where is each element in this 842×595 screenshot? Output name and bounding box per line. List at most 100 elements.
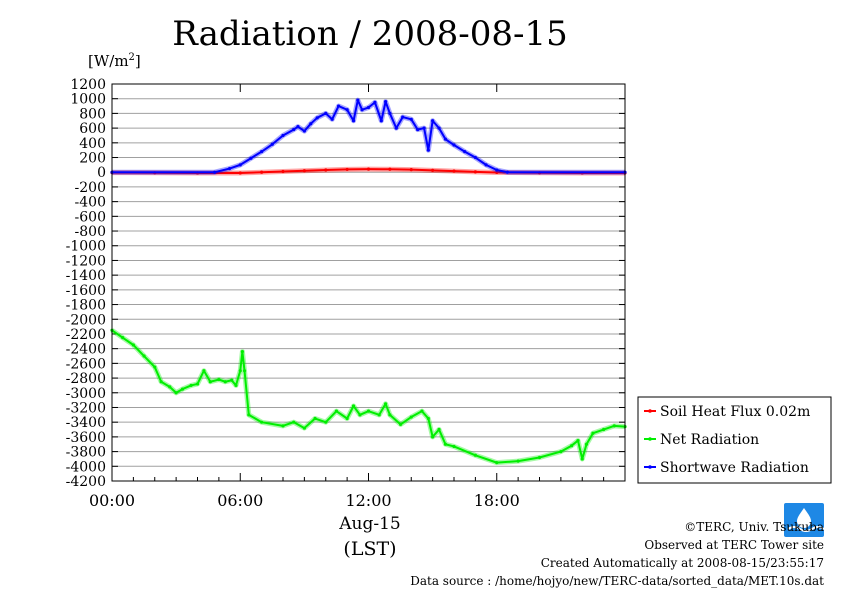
data-point — [437, 126, 441, 130]
data-point — [495, 461, 499, 465]
data-point — [230, 378, 234, 382]
data-point — [296, 125, 300, 129]
legend-box — [637, 396, 832, 484]
data-point — [159, 380, 163, 384]
data-point — [426, 148, 430, 152]
data-point — [356, 98, 360, 102]
logo-wave-shape — [787, 526, 824, 532]
data-point — [473, 155, 477, 160]
data-point — [260, 150, 264, 154]
data-point — [330, 117, 334, 121]
footer-observed: Observed at TERC Tower site — [644, 538, 824, 552]
data-point — [324, 111, 328, 116]
data-point — [302, 169, 306, 173]
y-axis-unit-exponent: 2 — [128, 52, 135, 63]
data-point — [443, 442, 448, 446]
data-point — [180, 387, 185, 391]
data-point — [345, 167, 349, 172]
data-point — [249, 156, 253, 160]
data-point — [238, 171, 242, 175]
data-point — [234, 383, 238, 388]
y-tick-label: -800 — [75, 224, 106, 240]
data-point — [309, 122, 313, 126]
data-point — [388, 111, 392, 116]
data-point — [437, 427, 441, 432]
plot-frame — [111, 83, 626, 482]
data-point — [452, 444, 456, 449]
data-point — [208, 380, 212, 384]
data-point — [416, 127, 420, 132]
data-point — [584, 442, 589, 446]
data-point — [495, 170, 499, 175]
series-line-1 — [111, 329, 626, 464]
data-point — [576, 438, 580, 443]
y-tick-label: 0 — [97, 165, 106, 181]
data-point — [484, 163, 488, 167]
series-line-2 — [112, 99, 625, 174]
data-point — [313, 416, 317, 421]
y-tick-labels: 120010008006004002000-200-400-600-800-10… — [66, 77, 106, 490]
data-point — [401, 115, 405, 119]
data-point — [195, 382, 200, 386]
data-point — [189, 383, 193, 388]
grid-lines — [111, 83, 625, 482]
data-point — [366, 409, 371, 413]
data-point — [324, 420, 328, 424]
data-point — [431, 168, 435, 172]
data-point — [217, 377, 221, 382]
data-point — [384, 402, 388, 406]
y-tick-label: -2000 — [66, 312, 106, 328]
data-point — [373, 100, 377, 104]
y-tick-label: -3200 — [66, 400, 106, 416]
y-axis-unit-text: [W/m — [88, 52, 129, 70]
y-tick-label: 800 — [79, 106, 106, 122]
y-tick-label: 400 — [79, 136, 106, 152]
y-tick-label: -600 — [75, 209, 106, 225]
y-tick-label: -1400 — [66, 268, 106, 284]
data-point — [281, 169, 285, 174]
y-tick-label: -4200 — [66, 474, 106, 490]
data-point — [388, 167, 392, 171]
data-point — [260, 420, 264, 424]
legend-marker — [648, 437, 652, 441]
legend-marker — [648, 409, 652, 413]
data-point — [240, 350, 244, 354]
x-tick-label: 06:00 — [217, 491, 263, 510]
y-tick-label: -1200 — [66, 253, 106, 269]
data-point — [377, 413, 381, 417]
terc-logo-icon — [784, 503, 824, 537]
y-axis-unit-close: ] — [134, 52, 141, 70]
series-band-2 — [112, 97, 625, 175]
series-layer — [110, 97, 627, 466]
data-point — [142, 354, 146, 358]
data-point — [426, 416, 430, 421]
data-point — [602, 427, 606, 432]
data-point — [345, 108, 349, 112]
data-point — [379, 119, 383, 123]
data-point — [336, 104, 341, 108]
footer-source: Data source : /home/hojyo/new/TERC-data/… — [410, 574, 824, 588]
data-point — [345, 416, 349, 421]
data-point — [281, 133, 285, 138]
y-tick-label: -4000 — [66, 459, 106, 475]
data-point — [227, 166, 232, 171]
data-point — [202, 369, 206, 373]
data-point — [281, 424, 285, 428]
data-point — [238, 369, 242, 373]
data-point — [473, 170, 477, 174]
data-point — [168, 385, 172, 389]
data-point — [315, 116, 319, 120]
data-point — [443, 137, 448, 141]
series-band-1 — [110, 328, 626, 466]
y-tick-label: -400 — [75, 195, 106, 211]
logo-drop-shape — [797, 508, 811, 528]
legend-label: Net Radiation — [660, 432, 759, 448]
data-point — [398, 422, 403, 426]
data-point — [384, 100, 388, 104]
x-axis-date-label: Aug-15 — [339, 514, 401, 534]
data-point — [292, 127, 296, 132]
data-point — [334, 409, 339, 413]
y-tick-label: 600 — [79, 121, 106, 137]
y-tick-label: -2600 — [66, 356, 106, 372]
